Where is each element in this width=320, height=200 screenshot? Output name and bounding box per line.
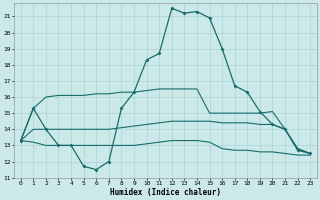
X-axis label: Humidex (Indice chaleur): Humidex (Indice chaleur) [110,188,221,197]
